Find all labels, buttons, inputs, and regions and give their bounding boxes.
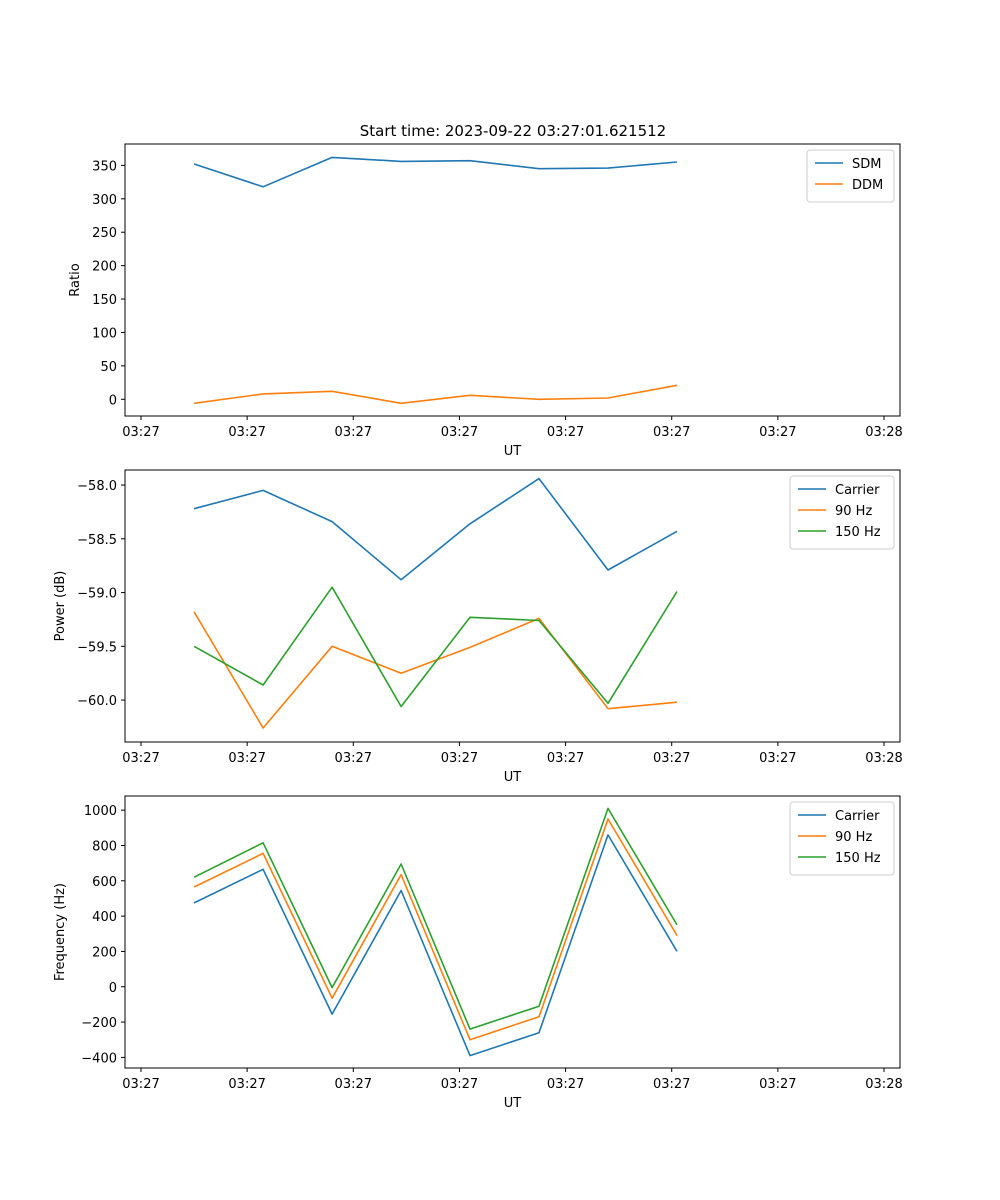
x-tick-label: 03:27 xyxy=(653,1077,690,1092)
y-tick-label: −400 xyxy=(81,1051,117,1066)
y-tick-label: −59.5 xyxy=(77,640,117,655)
series-line-90-hz xyxy=(193,818,678,1041)
y-tick-label: 50 xyxy=(100,360,117,375)
legend-label: 150 Hz xyxy=(835,525,881,540)
series-line-ddm xyxy=(193,384,678,405)
y-axis-label: Power (dB) xyxy=(53,571,68,642)
x-tick-label: 03:27 xyxy=(122,751,159,766)
x-tick-label: 03:27 xyxy=(653,751,690,766)
x-tick-label: 03:27 xyxy=(335,425,372,440)
y-tick-label: 400 xyxy=(92,910,117,925)
x-tick-label: 03:28 xyxy=(865,751,902,766)
x-tick-label: 03:27 xyxy=(335,751,372,766)
x-axis-label: UT xyxy=(504,1096,522,1111)
legend-label: Carrier xyxy=(835,809,880,824)
y-tick-label: −58.5 xyxy=(77,533,117,548)
y-axis-label: Ratio xyxy=(68,263,83,296)
chart-panel-2: 03:27 03:27 03:27 03:27 03:27 03:27 03:27 03:28… xyxy=(53,469,903,785)
figure-title: Start time: 2023-09-22 03:27:01.621512 xyxy=(360,122,666,140)
chart-panel-1: 03:27 03:27 03:27 03:27 03:27 03:27 03:27 03:28… xyxy=(68,143,903,459)
x-tick-label: 03:27 xyxy=(547,1077,584,1092)
y-tick-label: −59.0 xyxy=(77,587,117,602)
x-tick-label: 03:27 xyxy=(228,425,265,440)
y-tick-label: 200 xyxy=(92,260,117,275)
x-tick-label: 03:28 xyxy=(865,425,902,440)
x-tick-label: 03:27 xyxy=(759,1077,796,1092)
legend: Carrier 90 Hz 150 Hz xyxy=(789,475,895,550)
y-tick-label: 300 xyxy=(92,193,117,208)
x-tick-label: 03:27 xyxy=(547,751,584,766)
y-axis-label: Frequency (Hz) xyxy=(53,883,68,981)
x-tick-label: 03:27 xyxy=(759,751,796,766)
series-line-90-hz xyxy=(193,611,678,729)
x-tick-label: 03:27 xyxy=(441,1077,478,1092)
x-tick-label: 03:27 xyxy=(547,425,584,440)
x-tick-label: 03:27 xyxy=(228,1077,265,1092)
y-tick-label: 350 xyxy=(92,159,117,174)
legend-label: 90 Hz xyxy=(835,830,872,845)
y-tick-label: 0 xyxy=(109,393,117,408)
x-axis-label: UT xyxy=(504,770,522,785)
x-tick-label: 03:27 xyxy=(122,425,159,440)
axes-frame xyxy=(124,143,901,417)
y-tick-label: −60.0 xyxy=(77,694,117,709)
legend-label: SDM xyxy=(852,157,881,172)
y-tick-label: 0 xyxy=(109,981,117,996)
legend: SDM DDM xyxy=(806,149,895,203)
y-tick-label: 150 xyxy=(92,293,117,308)
x-tick-label: 03:27 xyxy=(441,425,478,440)
x-tick-label: 03:27 xyxy=(441,751,478,766)
y-tick-label: −58.0 xyxy=(77,479,117,494)
x-tick-label: 03:27 xyxy=(335,1077,372,1092)
x-tick-label: 03:27 xyxy=(122,1077,159,1092)
series-line-150-hz xyxy=(193,807,678,1030)
x-axis-label: UT xyxy=(504,444,522,459)
y-tick-label: 1000 xyxy=(84,804,117,819)
chart-panel-3: 03:27 03:27 03:27 03:27 03:27 03:27 03:27 03:28… xyxy=(53,795,903,1111)
axes-frame xyxy=(124,469,901,743)
y-tick-label: 250 xyxy=(92,226,117,241)
legend-label: Carrier xyxy=(835,483,880,498)
legend-label: DDM xyxy=(852,178,883,193)
y-tick-label: 800 xyxy=(92,839,117,854)
x-tick-label: 03:27 xyxy=(228,751,265,766)
x-tick-label: 03:27 xyxy=(759,425,796,440)
y-tick-label: 100 xyxy=(92,326,117,341)
axes-frame xyxy=(124,795,901,1069)
legend-label: 150 Hz xyxy=(835,851,881,866)
chart-panels: 03:27 03:27 03:27 03:27 03:27 03:27 03:27 03:28… xyxy=(53,143,903,1111)
series-line-carrier xyxy=(193,477,678,581)
y-tick-label: 600 xyxy=(92,875,117,890)
x-tick-label: 03:28 xyxy=(865,1077,902,1092)
legend: Carrier 90 Hz 150 Hz xyxy=(789,801,895,876)
legend-label: 90 Hz xyxy=(835,504,872,519)
series-line-carrier xyxy=(193,834,678,1057)
y-tick-label: 200 xyxy=(92,945,117,960)
x-tick-label: 03:27 xyxy=(653,425,690,440)
y-tick-label: −200 xyxy=(81,1016,117,1031)
series-line-sdm xyxy=(193,156,678,188)
series-line-150-hz xyxy=(193,586,678,708)
